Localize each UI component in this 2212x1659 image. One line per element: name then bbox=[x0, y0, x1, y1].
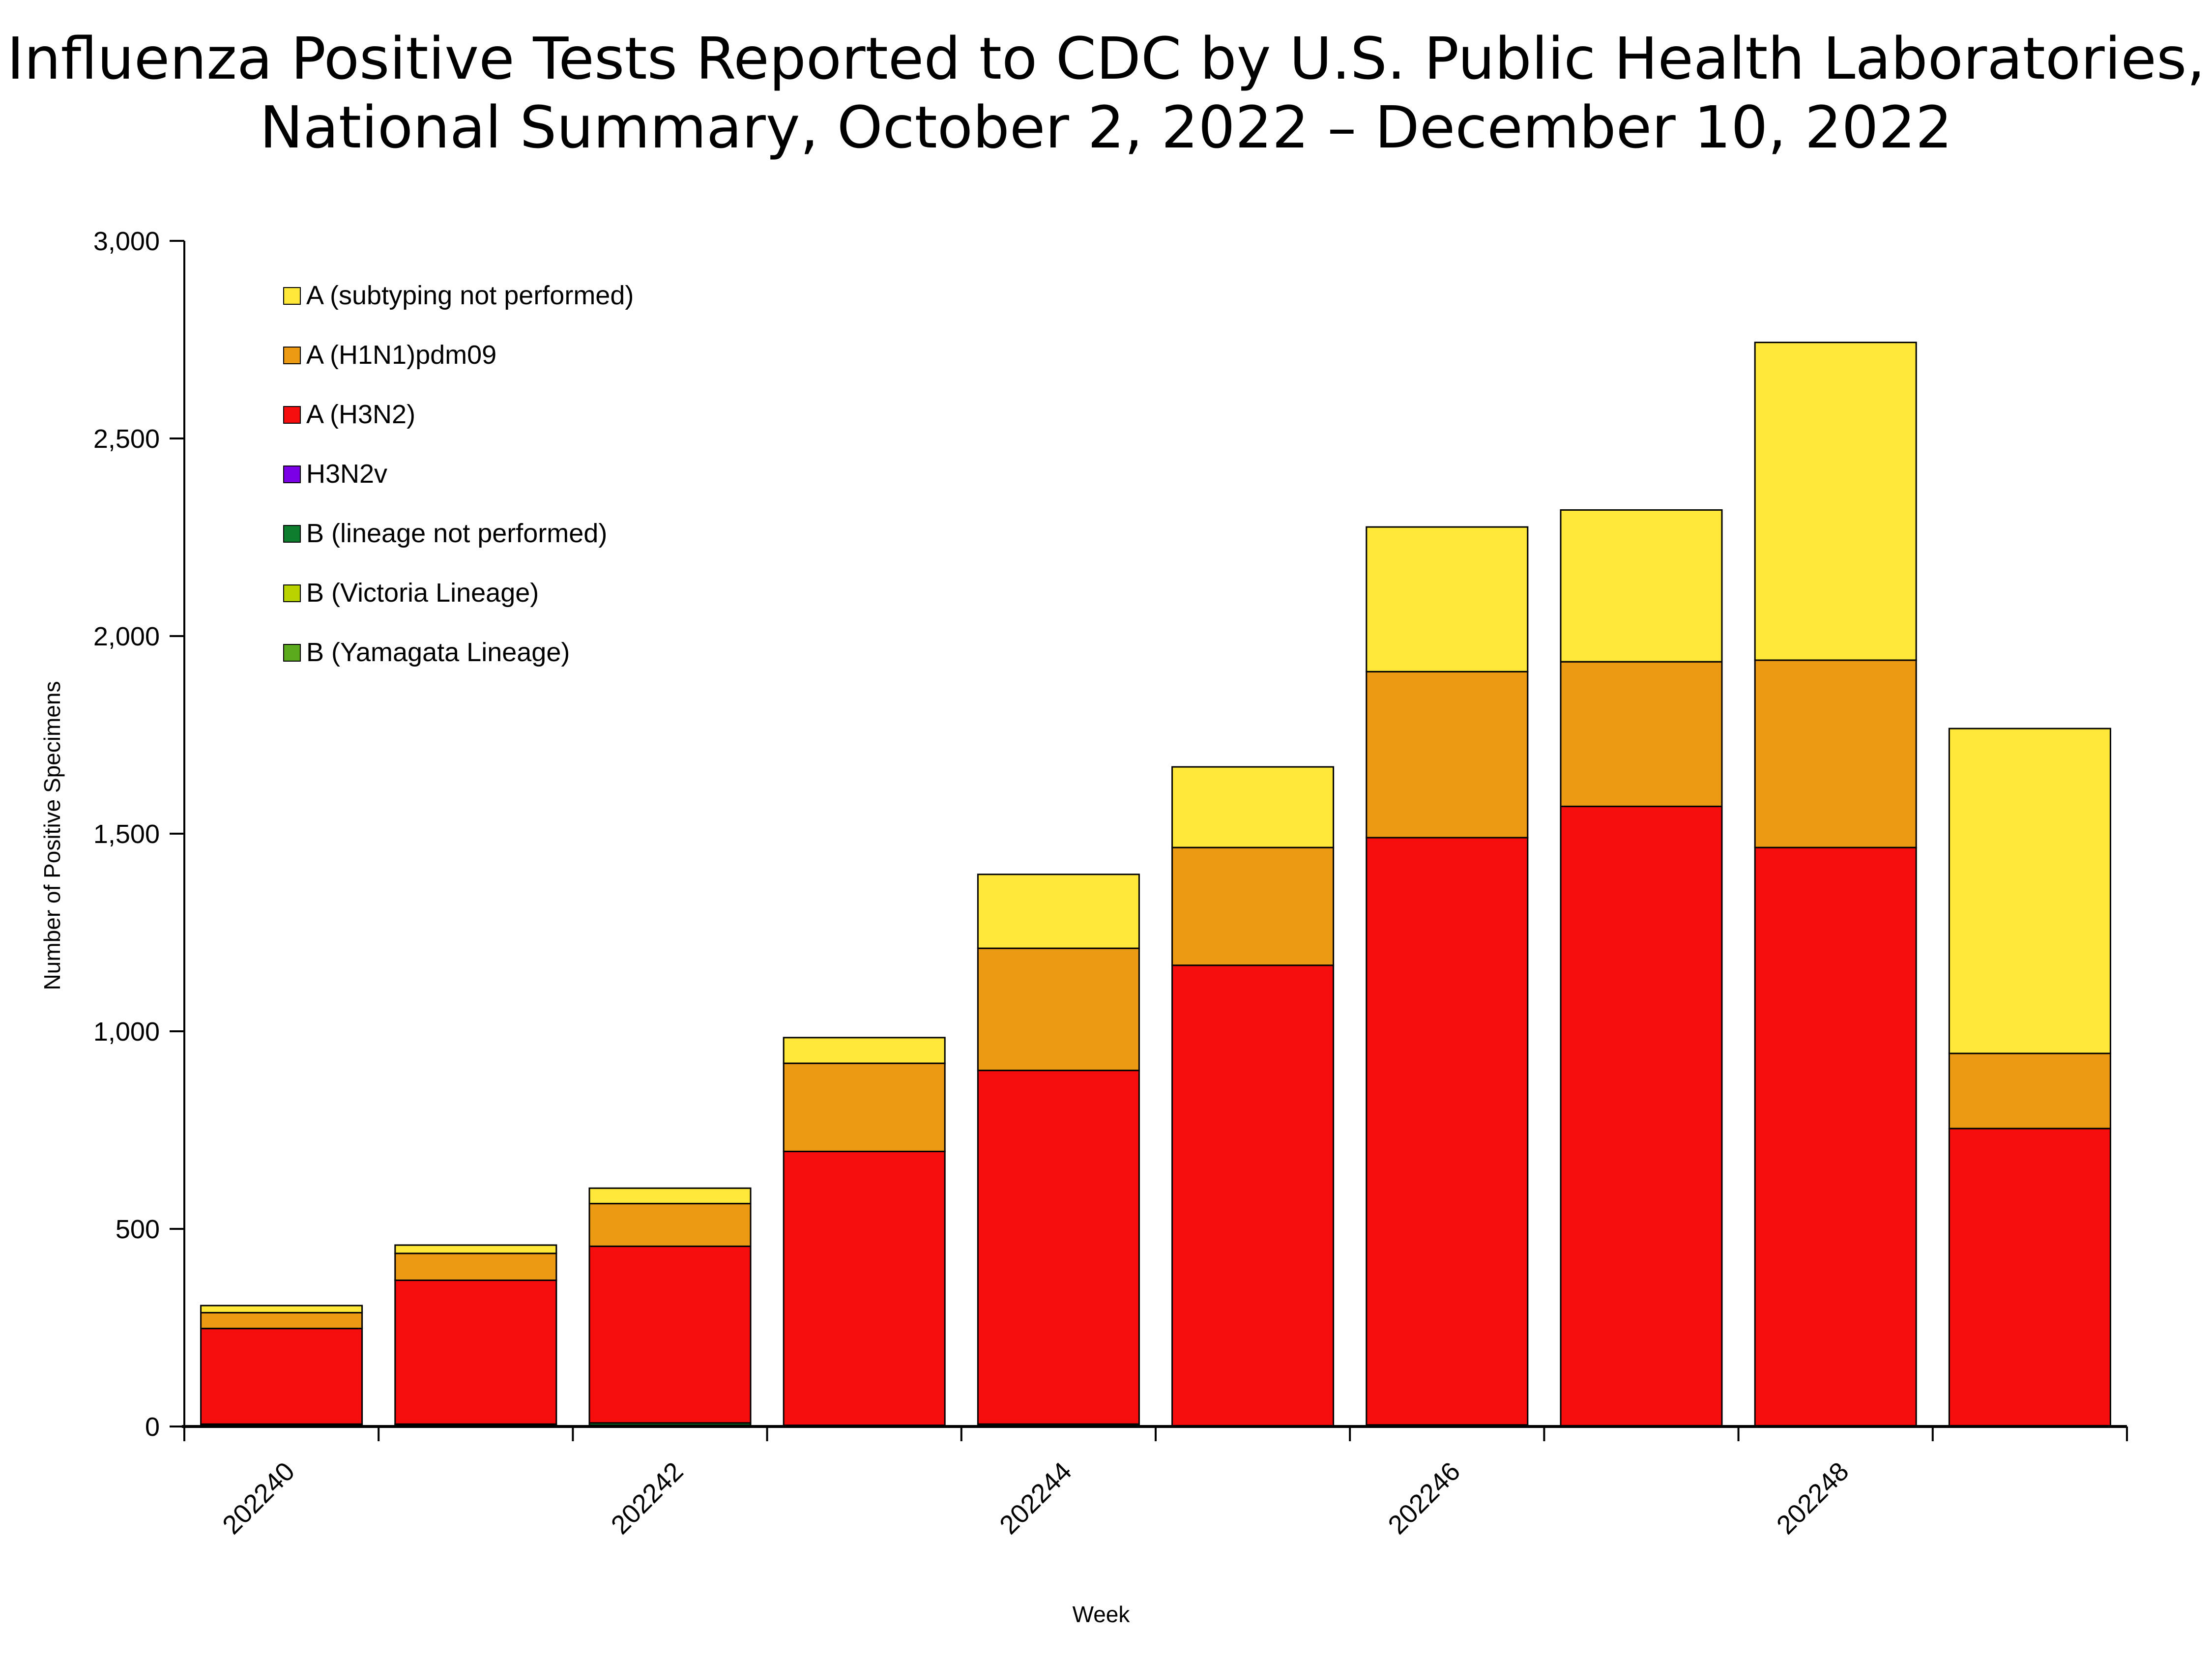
bar-segment-202241-a-subtyping-not-performed- bbox=[394, 1244, 557, 1254]
legend-label: B (Victoria Lineage) bbox=[306, 578, 539, 608]
bar-segment-202248-a-h1n1-pdm09 bbox=[1754, 659, 1917, 848]
legend-label: H3N2v bbox=[306, 459, 387, 489]
bar-segment-202242-a-h1n1-pdm09 bbox=[588, 1203, 752, 1247]
bar-segment-202249-a-h1n1-pdm09 bbox=[1948, 1052, 2111, 1130]
bars-group bbox=[200, 342, 2111, 1427]
x-tick-label: 202240 bbox=[217, 1456, 300, 1540]
bar-segment-202243-a-h1n1-pdm09 bbox=[783, 1062, 946, 1152]
y-tick-label: 1,000 bbox=[93, 1017, 160, 1047]
bar-segment-202246-a-h3n2- bbox=[1366, 837, 1529, 1426]
x-axis-label: Week bbox=[1073, 1601, 1131, 1627]
bar-segment-202245-a-subtyping-not-performed- bbox=[1171, 766, 1335, 848]
bar-segment-202245-a-h3n2- bbox=[1171, 964, 1335, 1426]
legend-label: A (H3N2) bbox=[306, 400, 415, 429]
legend-label: B (lineage not performed) bbox=[306, 519, 607, 548]
bar-segment-202242-a-h3n2- bbox=[588, 1245, 752, 1424]
bar-segment-202244-a-h3n2- bbox=[977, 1070, 1140, 1425]
legend-swatch bbox=[283, 644, 301, 662]
bar-segment-202240-a-subtyping-not-performed- bbox=[200, 1305, 363, 1313]
y-tick-label: 2,500 bbox=[93, 424, 160, 454]
bar-segment-202249-a-h3n2- bbox=[1948, 1128, 2111, 1426]
chart-subtitle: National Summary, October 2, 2022 – Dece… bbox=[260, 93, 1952, 161]
bar-segment-202248-a-subtyping-not-performed- bbox=[1754, 342, 1917, 661]
legend-label: A (subtyping not performed) bbox=[306, 281, 634, 310]
bar-segment-202247-a-h3n2- bbox=[1560, 806, 1723, 1426]
bar-segment-202240-a-h3n2- bbox=[200, 1328, 363, 1425]
legend-label: B (Yamagata Lineage) bbox=[306, 638, 570, 667]
x-tick-label: 202248 bbox=[1771, 1456, 1855, 1540]
legend-swatch bbox=[283, 584, 301, 602]
y-tick-label: 3,000 bbox=[93, 227, 160, 256]
bar-segment-202245-a-h1n1-pdm09 bbox=[1171, 846, 1335, 966]
chart-title: Influenza Positive Tests Reported to CDC… bbox=[7, 25, 2205, 92]
bar-segment-202243-a-subtyping-not-performed- bbox=[783, 1037, 946, 1064]
legend-swatch bbox=[283, 287, 301, 305]
y-tick-label: 500 bbox=[116, 1215, 160, 1244]
bar-segment-202247-a-h1n1-pdm09 bbox=[1560, 661, 1723, 808]
bar-segment-202247-a-subtyping-not-performed- bbox=[1560, 509, 1723, 663]
x-tick-label: 202246 bbox=[1382, 1456, 1466, 1540]
x-tick-label: 202244 bbox=[994, 1456, 1077, 1540]
legend-label: A (H1N1)pdm09 bbox=[306, 340, 496, 370]
bar-segment-202249-a-subtyping-not-performed- bbox=[1948, 728, 2111, 1054]
bar-segment-202243-a-h3n2- bbox=[783, 1150, 946, 1426]
x-tick-label: 202242 bbox=[606, 1456, 689, 1540]
legend-swatch bbox=[283, 466, 301, 483]
bar-segment-202241-a-h1n1-pdm09 bbox=[394, 1252, 557, 1281]
y-tick-label: 1,500 bbox=[93, 819, 160, 849]
legend-swatch bbox=[283, 347, 301, 364]
bar-segment-202246-a-h1n1-pdm09 bbox=[1366, 670, 1529, 839]
bar-segment-202246-a-subtyping-not-performed- bbox=[1366, 526, 1529, 672]
bar-segment-202241-a-h3n2- bbox=[394, 1280, 557, 1425]
legend-swatch bbox=[283, 525, 301, 543]
legend: A (subtyping not performed) A (H1N1)pdm09… bbox=[283, 281, 634, 667]
bar-segment-202248-a-h3n2- bbox=[1754, 846, 1917, 1426]
bar-segment-202240-a-h1n1-pdm09 bbox=[200, 1311, 363, 1330]
legend-swatch bbox=[283, 406, 301, 424]
y-axis-label: Number of Positive Specimens bbox=[39, 681, 65, 990]
bar-segment-202242-a-subtyping-not-performed- bbox=[588, 1187, 752, 1205]
y-tick-label: 0 bbox=[145, 1412, 160, 1442]
bar-segment-202244-a-subtyping-not-performed- bbox=[977, 873, 1140, 949]
bar-segment-202244-a-h1n1-pdm09 bbox=[977, 947, 1140, 1072]
y-tick-label: 2,000 bbox=[93, 622, 160, 651]
